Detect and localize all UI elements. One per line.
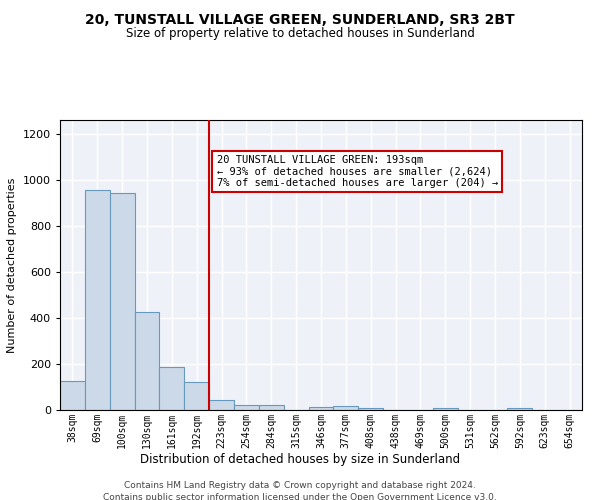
Bar — [508, 408, 532, 410]
Bar — [234, 406, 259, 410]
Bar — [308, 406, 334, 410]
Bar — [160, 368, 184, 410]
Bar — [110, 192, 134, 410]
Text: Contains public sector information licensed under the Open Government Licence v3: Contains public sector information licen… — [103, 492, 497, 500]
Bar — [85, 190, 110, 410]
Bar — [134, 312, 160, 410]
Bar — [184, 382, 209, 410]
Bar — [259, 406, 284, 410]
Text: Contains HM Land Registry data © Crown copyright and database right 2024.: Contains HM Land Registry data © Crown c… — [124, 481, 476, 490]
Bar — [209, 400, 234, 410]
Y-axis label: Number of detached properties: Number of detached properties — [7, 178, 17, 352]
Bar — [334, 406, 358, 410]
Bar — [358, 408, 383, 410]
Bar — [433, 408, 458, 410]
Text: 20 TUNSTALL VILLAGE GREEN: 193sqm
← 93% of detached houses are smaller (2,624)
7: 20 TUNSTALL VILLAGE GREEN: 193sqm ← 93% … — [217, 155, 498, 188]
Text: Distribution of detached houses by size in Sunderland: Distribution of detached houses by size … — [140, 452, 460, 466]
Text: 20, TUNSTALL VILLAGE GREEN, SUNDERLAND, SR3 2BT: 20, TUNSTALL VILLAGE GREEN, SUNDERLAND, … — [85, 12, 515, 26]
Text: Size of property relative to detached houses in Sunderland: Size of property relative to detached ho… — [125, 28, 475, 40]
Bar — [60, 381, 85, 410]
